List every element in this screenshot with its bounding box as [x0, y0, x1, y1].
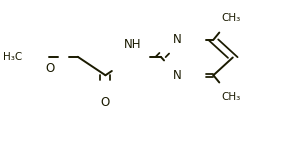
- Text: H₃C: H₃C: [3, 52, 22, 62]
- Text: NH: NH: [124, 38, 142, 51]
- Text: O: O: [101, 96, 110, 109]
- Text: O: O: [45, 62, 55, 76]
- Text: CH₃: CH₃: [222, 13, 241, 23]
- Text: N: N: [173, 33, 182, 46]
- Text: N: N: [173, 69, 182, 82]
- Text: CH₃: CH₃: [222, 92, 241, 102]
